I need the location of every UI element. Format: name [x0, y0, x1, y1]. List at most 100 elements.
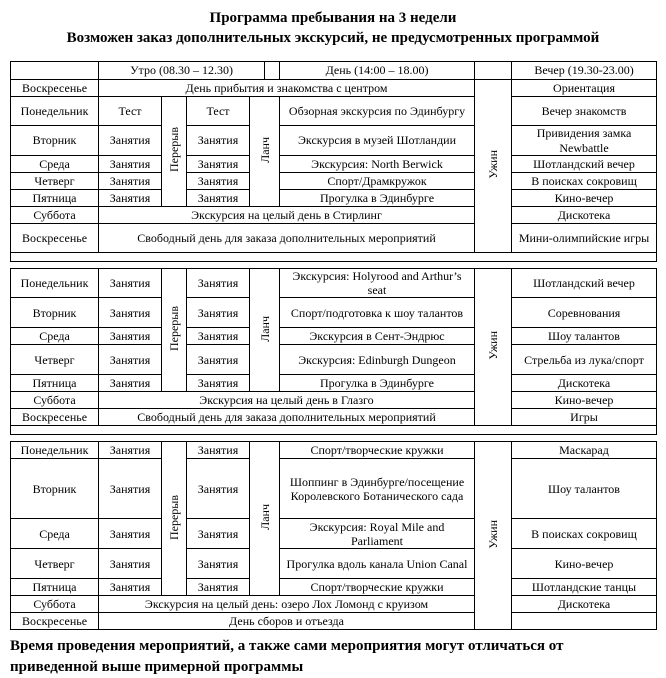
break-label: Перерыв [167, 494, 181, 540]
day-cell: Четверг [10, 344, 99, 376]
afternoon-cell: Спорт/подготовка к шоу талантов [279, 297, 475, 329]
afternoon-cell: Спорт/творческие кружки [279, 578, 475, 597]
week-2-table: Понедельник Занятия Перерыв Занятия Ланч… [10, 267, 657, 436]
evening-cell: Мини-олимпийские игры [511, 223, 658, 253]
dinner-label-cell: Ужин [474, 267, 512, 427]
page-title: Программа пребывания на 3 недели [209, 10, 457, 26]
day-cell: Суббота [10, 595, 99, 614]
evening-cell: Шоу талантов [511, 327, 657, 346]
afternoon-cell: Экскурсия: Royal Mile and Parliament [279, 518, 475, 550]
morning-cell: Занятия [98, 344, 162, 376]
afternoon-cell: Экскурсия в Сент-Эндрюс [279, 327, 475, 346]
lunch-label-cell: Ланч [249, 267, 280, 393]
afternoon-cell: Прогулка в Эдинбурге [279, 189, 476, 207]
day-cell: Воскресенье [10, 408, 99, 427]
evening-cell: Игры [511, 408, 657, 427]
evening-cell: Кино-вечер [511, 548, 657, 580]
lunch-label: Ланч [257, 315, 272, 342]
afternoon-cell: Обзорная экскурсия по Эдинбургу [279, 96, 476, 126]
spacer-row [9, 252, 658, 262]
lunch-label-cell: Ланч [249, 441, 280, 597]
afternoon-cell: Экскурсия в музей Шотландии [279, 125, 476, 156]
afternoon-cell: Экскурсия: Edinburgh Dungeon [279, 344, 475, 376]
afternoon-cell: Прогулка в Эдинбурге [279, 374, 475, 393]
evening-cell: В поисках сокровищ [511, 172, 658, 190]
morning-cell: Занятия [98, 441, 162, 460]
header-evening-cell: Вечер (19.30-23.00) [511, 61, 658, 80]
evening-cell: В поисках сокровищ [511, 518, 657, 550]
afternoon-cell: Шоппинг в Эдинбурге/посещение Королевско… [279, 458, 475, 520]
week-1-table: Утро (08.30 – 12.30) День (14:00 – 18.00… [9, 61, 658, 262]
break-label-cell: Перерыв [161, 441, 187, 597]
morning-cell: Занятия [186, 155, 250, 173]
evening-cell: Ориентация [511, 79, 658, 97]
evening-cell: Привидения замка Newbattle [511, 125, 658, 156]
day-cell: Пятница [10, 374, 99, 393]
dinner-label: Ужин [486, 150, 501, 179]
morning-cell: Занятия [98, 267, 162, 299]
evening-cell: Шотландский вечер [511, 267, 657, 299]
day-cell: Пятница [10, 578, 99, 597]
morning-cell: Занятия [186, 125, 250, 156]
afternoon-cell: Экскурсия: Holyrood and Arthur’s seat [279, 267, 475, 299]
day-cell: Среда [10, 518, 99, 550]
day-cell: Вторник [10, 458, 99, 520]
morning-cell: Тест [186, 96, 250, 126]
day-cell: Четверг [10, 172, 99, 190]
full-day-cell: Экскурсия на целый день в Стирлинг [97, 206, 476, 224]
header-morning-cell: Утро (08.30 – 12.30) [97, 61, 266, 80]
evening-cell: Дискотека [511, 374, 657, 393]
morning-cell: Занятия [186, 458, 250, 520]
morning-cell: Занятия [98, 189, 162, 207]
dinner-label-cell: Ужин [474, 79, 513, 253]
morning-cell: Занятия [186, 267, 250, 299]
week-3-table: Понедельник Занятия Перерыв Занятия Ланч… [10, 441, 657, 631]
morning-cell: Занятия [186, 172, 250, 190]
full-day-cell: Свободный день для заказа дополнительных… [98, 408, 475, 427]
full-day-cell: Экскурсия на целый день в Глазго [98, 391, 475, 410]
evening-cell [511, 612, 657, 631]
morning-cell: Занятия [186, 344, 250, 376]
afternoon-cell: Прогулка вдоль канала Union Canal [279, 548, 475, 580]
afternoon-cell: Спорт/творческие кружки [279, 441, 475, 460]
day-cell: Вторник [10, 125, 99, 156]
evening-cell: Шотландские танцы [511, 578, 657, 597]
header-empty-day-cell [10, 61, 99, 80]
evening-cell: Соревнования [511, 297, 657, 329]
dinner-label: Ужин [486, 519, 500, 549]
evening-cell: Стрельба из лука/спорт [511, 344, 657, 376]
lunch-label: Ланч [257, 504, 272, 531]
day-cell: Четверг [10, 548, 99, 580]
evening-cell: Дискотека [511, 206, 658, 224]
day-cell: Суббота [10, 391, 99, 410]
morning-cell: Занятия [98, 458, 162, 520]
header-afternoon-cell: День (14:00 – 18.00) [279, 61, 476, 80]
break-label-cell: Перерыв [161, 96, 187, 207]
morning-cell: Занятия [186, 297, 250, 329]
morning-cell: Занятия [98, 374, 162, 393]
break-label: Перерыв [167, 306, 181, 352]
morning-cell: Занятия [186, 374, 250, 393]
page-footer-note: Время проведения мероприятий, а также са… [10, 638, 564, 676]
morning-cell: Занятия [98, 578, 162, 597]
evening-cell: Кино-вечер [511, 391, 657, 410]
morning-cell: Занятия [98, 548, 162, 580]
header-empty-dinner-cell [474, 61, 513, 80]
evening-cell: Вечер знакомств [511, 96, 658, 126]
full-day-cell: Свободный день для заказа дополнительных… [97, 223, 476, 253]
morning-cell: Занятия [186, 441, 250, 460]
evening-cell: Шоу талантов [511, 458, 657, 520]
day-cell: Воскресенье [10, 612, 99, 631]
day-cell: Пятница [10, 189, 99, 207]
morning-cell: Занятия [98, 125, 162, 156]
page-subtitle: Возможен заказ дополнительных экскурсий,… [66, 30, 600, 46]
full-day-cell: День сборов и отъезда [98, 612, 475, 631]
day-cell: Понедельник [10, 441, 99, 460]
day-cell: Понедельник [10, 267, 99, 299]
dinner-label-cell: Ужин [474, 441, 512, 631]
day-cell: Воскресенье [10, 79, 99, 97]
evening-cell: Кино-вечер [511, 189, 658, 207]
lunch-label-cell: Ланч [248, 96, 281, 207]
day-cell: Среда [10, 327, 99, 346]
